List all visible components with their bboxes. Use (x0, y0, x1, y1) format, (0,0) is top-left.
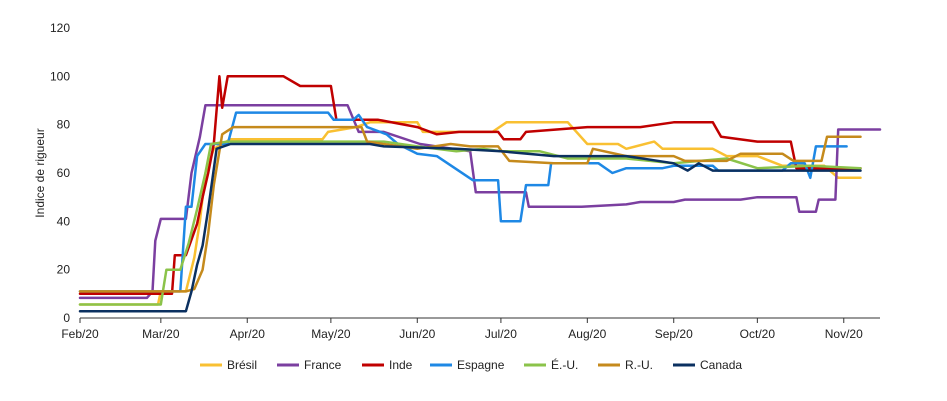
x-tick-label: Mar/20 (142, 327, 180, 341)
legend-label: R.-U. (625, 358, 653, 372)
legend: Brésil France Inde Espagne É.-U. R.-U. Canada (200, 357, 742, 372)
legend-item: Brésil (200, 358, 257, 372)
legend-label: Inde (389, 358, 413, 372)
y-tick-label: 20 (57, 263, 71, 277)
legend-label: France (304, 358, 342, 372)
x-tick-label: Oct/20 (740, 327, 776, 341)
legend-item: France (277, 358, 342, 372)
legend-item: Inde (362, 358, 413, 372)
series-line-2 (78, 75, 862, 296)
series-line-5 (78, 125, 862, 293)
x-tick-label: May/20 (311, 327, 351, 341)
legend-item: É.-U. (524, 357, 578, 372)
y-tick-label: 80 (57, 118, 71, 132)
y-tick-label: 60 (57, 166, 71, 180)
x-tick-label: Aug/20 (568, 327, 606, 341)
chart-axes: 0 20 40 60 80 100 120 Feb/20 Mar/20 Apr/20 May/20 J… (50, 21, 880, 341)
legend-label: É.-U. (551, 357, 578, 372)
legend-label: Espagne (457, 358, 505, 372)
y-tick-label: 120 (50, 21, 70, 35)
legend-item: R.-U. (598, 358, 653, 372)
x-tick-label: Jun/20 (399, 327, 435, 341)
y-tick-label: 0 (63, 311, 70, 325)
y-tick-label: 100 (50, 69, 70, 83)
series-line-6 (78, 142, 862, 313)
legend-item: Canada (673, 358, 742, 372)
y-axis-label-group: Indice de rigueur (33, 128, 47, 217)
legend-label: Canada (700, 358, 742, 372)
legend-label: Brésil (227, 358, 257, 372)
y-tick-label: 40 (57, 214, 71, 228)
x-tick-label: Nov/20 (825, 327, 863, 341)
series-layer (78, 75, 882, 313)
legend-item: Espagne (430, 358, 505, 372)
y-axis-label: Indice de rigueur (33, 128, 47, 217)
x-tick-label: Feb/20 (61, 327, 99, 341)
x-tick-label: Sep/20 (655, 327, 693, 341)
x-tick-label: Jul/20 (485, 327, 517, 341)
x-tick-label: Apr/20 (230, 327, 266, 341)
